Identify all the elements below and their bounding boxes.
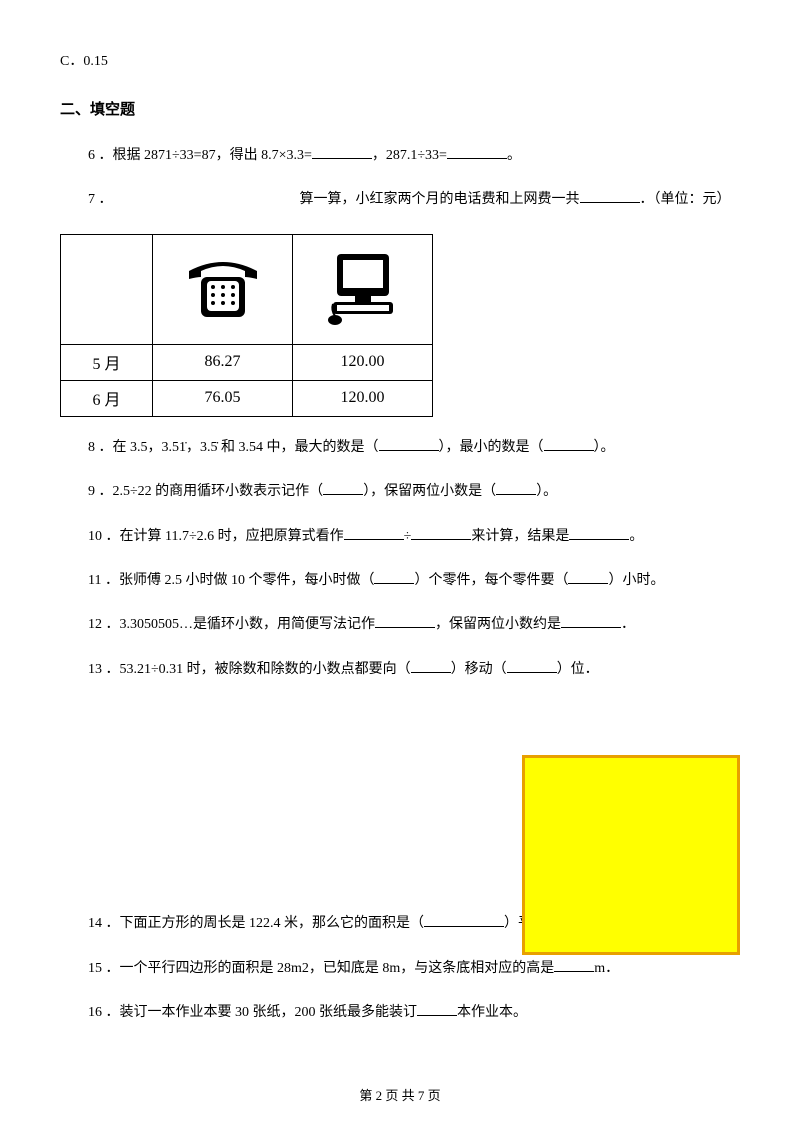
q16-text-a: 16 ．装订一本作业本要 30 张纸，200 张纸最多能装订 bbox=[88, 1005, 417, 1020]
q12-text-a: 12 ．3.3050505…是循环小数，用简便写法记作 bbox=[88, 617, 375, 632]
blank bbox=[374, 570, 414, 584]
blank bbox=[312, 145, 372, 159]
blank bbox=[411, 659, 451, 673]
q11-text-b: ）个零件，每个零件要（ bbox=[414, 573, 568, 588]
blank bbox=[411, 526, 471, 540]
table-cell: 120.00 bbox=[293, 344, 433, 380]
blank bbox=[568, 570, 608, 584]
table-cell: 6 月 bbox=[61, 380, 153, 416]
blank bbox=[424, 913, 504, 927]
q9-text-c: ）。 bbox=[536, 484, 557, 499]
q7-text-a: 7 ． bbox=[88, 192, 113, 207]
question-13: 13 ．53.21÷0.31 时，被除数和除数的小数点都要向（ ）移动（ ）位． bbox=[60, 659, 740, 681]
q10-text-d: 。 bbox=[629, 529, 643, 544]
q6-text-c: 。 bbox=[507, 148, 521, 163]
blank bbox=[580, 189, 640, 203]
blank bbox=[447, 145, 507, 159]
blank bbox=[323, 481, 363, 495]
blank bbox=[569, 526, 629, 540]
q6-text-a: 6 ．根据 2871÷33=87，得出 8.7×3.3= bbox=[88, 148, 312, 163]
table-cell: 86.27 bbox=[153, 344, 293, 380]
question-16: 16 ．装订一本作业本要 30 张纸，200 张纸最多能装订 本作业本。 bbox=[60, 1002, 740, 1024]
table-header-computer bbox=[293, 234, 433, 344]
q10-text-c: 来计算，结果是 bbox=[471, 529, 569, 544]
q10-text-a: 10 ．在计算 11.7÷2.6 时，应把原算式看作 bbox=[88, 529, 344, 544]
yellow-square-figure bbox=[522, 755, 740, 955]
blank bbox=[507, 659, 557, 673]
q8-text-a: 8 ．在 3.5，3.51̇，3.5̇ 和 3.54 中，最大的数是（ bbox=[88, 440, 379, 455]
blank bbox=[561, 614, 621, 628]
blank bbox=[496, 481, 536, 495]
q11-text-c: ）小时。 bbox=[608, 573, 664, 588]
q14-text-a: 14 ．下面正方形的周长是 122.4 米，那么它的面积是（ bbox=[88, 916, 424, 931]
table-header-phone bbox=[153, 234, 293, 344]
table-header-blank bbox=[61, 234, 153, 344]
q10-text-b: ÷ bbox=[404, 529, 412, 544]
q12-text-c: ． bbox=[621, 617, 635, 632]
q13-text-b: ）移动（ bbox=[451, 662, 507, 677]
q9-text-a: 9 ．2.5÷22 的商用循环小数表示记作（ bbox=[88, 484, 323, 499]
q13-text-c: ）位． bbox=[557, 662, 599, 677]
bills-table: 5 月 86.27 120.00 6 月 76.05 120.00 bbox=[60, 234, 433, 417]
question-8: 8 ．在 3.5，3.51̇，3.5̇ 和 3.54 中，最大的数是（ ），最小的… bbox=[60, 437, 740, 459]
blank bbox=[379, 437, 439, 451]
question-7: 7 ． 算一算，小红家两个月的电话费和上网费一共 ．（单位：元） bbox=[60, 189, 740, 211]
blank bbox=[344, 526, 404, 540]
q7-text-c: ．（单位：元） bbox=[640, 192, 731, 207]
question-10: 10 ．在计算 11.7÷2.6 时，应把原算式看作 ÷ 来计算，结果是 。 bbox=[60, 526, 740, 548]
blank bbox=[417, 1002, 457, 1016]
computer-icon bbox=[323, 248, 403, 326]
q8-text-b: ），最小的数是（ bbox=[439, 440, 544, 455]
section-2-heading: 二、填空题 bbox=[60, 98, 740, 119]
blank bbox=[375, 614, 435, 628]
q13-text-a: 13 ．53.21÷0.31 时，被除数和除数的小数点都要向（ bbox=[88, 662, 411, 677]
q8-text-c: ）。 bbox=[594, 440, 615, 455]
table-cell: 5 月 bbox=[61, 344, 153, 380]
telephone-icon bbox=[179, 251, 267, 323]
q7-text-b: 算一算，小红家两个月的电话费和上网费一共 bbox=[300, 192, 580, 207]
q6-text-b: ，287.1÷33= bbox=[372, 148, 447, 163]
blank bbox=[554, 958, 594, 972]
question-12: 12 ．3.3050505…是循环小数，用简便写法记作 ，保留两位小数约是 ． bbox=[60, 614, 740, 636]
option-c: C．0.15 bbox=[60, 50, 740, 70]
question-11: 11 ．张师傅 2.5 小时做 10 个零件，每小时做（ ）个零件，每个零件要（ ）… bbox=[60, 570, 740, 592]
question-6: 6 ．根据 2871÷33=87，得出 8.7×3.3= ，287.1÷33= 。 bbox=[60, 145, 740, 167]
page-footer: 第 2 页 共 7 页 bbox=[0, 1085, 800, 1104]
q15-text-a: 15 ．一个平行四边形的面积是 28m2，已知底是 8m，与这条底相对应的高是 bbox=[88, 961, 554, 976]
blank bbox=[544, 437, 594, 451]
q12-text-b: ，保留两位小数约是 bbox=[435, 617, 561, 632]
q11-text-a: 11 ．张师傅 2.5 小时做 10 个零件，每小时做（ bbox=[88, 573, 374, 588]
question-9: 9 ．2.5÷22 的商用循环小数表示记作（ ），保留两位小数是（ ）。 bbox=[60, 481, 740, 503]
table-cell: 120.00 bbox=[293, 380, 433, 416]
q16-text-b: 本作业本。 bbox=[457, 1005, 527, 1020]
question-15: 15 ．一个平行四边形的面积是 28m2，已知底是 8m，与这条底相对应的高是 m… bbox=[60, 958, 740, 980]
q9-text-b: ），保留两位小数是（ bbox=[363, 484, 496, 499]
table-cell: 76.05 bbox=[153, 380, 293, 416]
q15-text-b: m． bbox=[594, 961, 619, 976]
